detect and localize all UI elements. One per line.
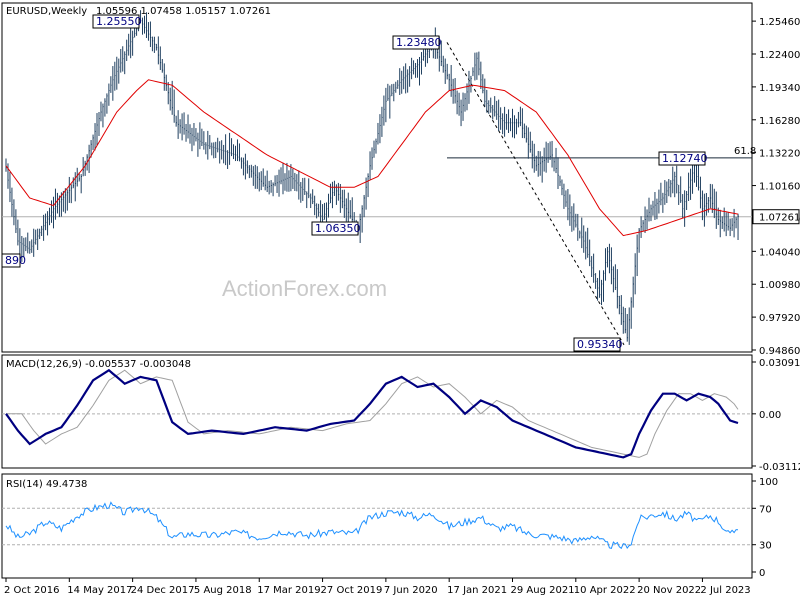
price-ytick-label: 1.16280 — [759, 116, 800, 127]
axis-layer: 1.25460 1.22400 1.19340 1.16280 1.13220 1.101… — [4, 17, 800, 596]
fib-level-label: 61.8 — [734, 146, 756, 157]
macd-ytick-label: 0.030916 — [759, 358, 800, 369]
xtick-label: 5 Aug 2018 — [194, 585, 252, 596]
price-ytick-label: 0.97920 — [759, 313, 800, 324]
annotation-box — [1, 253, 21, 268]
annotation-label: 1.06350 — [315, 222, 361, 235]
price-ytick-label: 1.04040 — [759, 247, 800, 258]
current-price-box — [752, 209, 800, 225]
xtick-label: 17 Mar 2019 — [257, 585, 320, 596]
macd-panel-frame — [1, 354, 753, 469]
candles-group — [5, 10, 739, 345]
rsi-ytick-label: 100 — [759, 477, 778, 488]
moving-average-line — [5, 79, 739, 237]
macd-panel-title: MACD(12,26,9) -0.005537 -0.003048 — [6, 359, 191, 370]
rsi-panel-frame — [1, 473, 753, 579]
macd-signal-line — [6, 369, 739, 458]
rsi-ytick-label: 0 — [759, 568, 765, 579]
xtick-label: 29 Aug 2021 — [510, 585, 574, 596]
xtick-label: 7 Jun 2020 — [384, 585, 438, 596]
rsi-panel-title: RSI(14) 49.4738 — [6, 479, 87, 490]
ohlc-values: 1.05596 1.07458 1.05157 1.07261 — [96, 6, 271, 17]
xtick-label: 24 Dec 2017 — [131, 585, 195, 596]
xtick-label: 27 Oct 2019 — [321, 585, 383, 596]
annotation-box — [311, 221, 359, 236]
annotation-label: 1.23480 — [396, 36, 442, 49]
rsi-line — [5, 501, 739, 550]
current-price-label: 1.07261 — [759, 213, 800, 224]
xtick-label: 2 Oct 2016 — [4, 585, 59, 596]
annotation-label: 1.25550 — [96, 15, 142, 28]
price-ytick-label: 1.25460 — [759, 17, 800, 28]
xtick-label: 14 May 2017 — [67, 585, 132, 596]
projection-dashed-line — [446, 42, 625, 346]
rsi-ytick-label: 30 — [759, 541, 772, 552]
annotation-label: 1.12740 — [662, 152, 708, 165]
price-layer: 61.8 1.25550 1.23480 1.12740 1.06350 0.95340 8… — [1, 10, 756, 352]
annotation-box — [573, 337, 621, 352]
xtick-label: 17 Jan 2021 — [447, 585, 507, 596]
price-ytick-label: 1.22400 — [759, 50, 800, 61]
price-panel-frame — [1, 2, 753, 353]
rsi-ytick-label: 70 — [759, 504, 772, 515]
price-ytick-label: 1.13220 — [759, 149, 800, 160]
macd-ytick-label: 0.00 — [759, 410, 781, 421]
price-ytick-label: 1.10160 — [759, 182, 800, 193]
annotation-label: 0.95340 — [577, 338, 623, 351]
macd-ytick-label: -0.031124 — [759, 462, 800, 473]
macd-main-line — [5, 368, 739, 459]
annotation-box — [92, 14, 140, 29]
watermark-text: ActionForex.com — [222, 276, 387, 301]
xtick-label: 2 Jul 2023 — [700, 585, 750, 596]
annotation-label: 890 — [5, 254, 26, 267]
annotation-box — [392, 35, 440, 50]
price-ytick-label: 1.19340 — [759, 83, 800, 94]
macd-layer — [2, 368, 752, 459]
annotation-box — [658, 151, 706, 166]
price-panel-title: EURUSD,Weekly — [6, 6, 87, 17]
price-ytick-label: 0.94860 — [759, 346, 800, 357]
xtick-label: 20 Nov 2022 — [637, 585, 701, 596]
rsi-layer — [2, 501, 752, 550]
xtick-label: 10 Apr 2022 — [574, 585, 636, 596]
price-ytick-label: 1.00980 — [759, 280, 800, 291]
